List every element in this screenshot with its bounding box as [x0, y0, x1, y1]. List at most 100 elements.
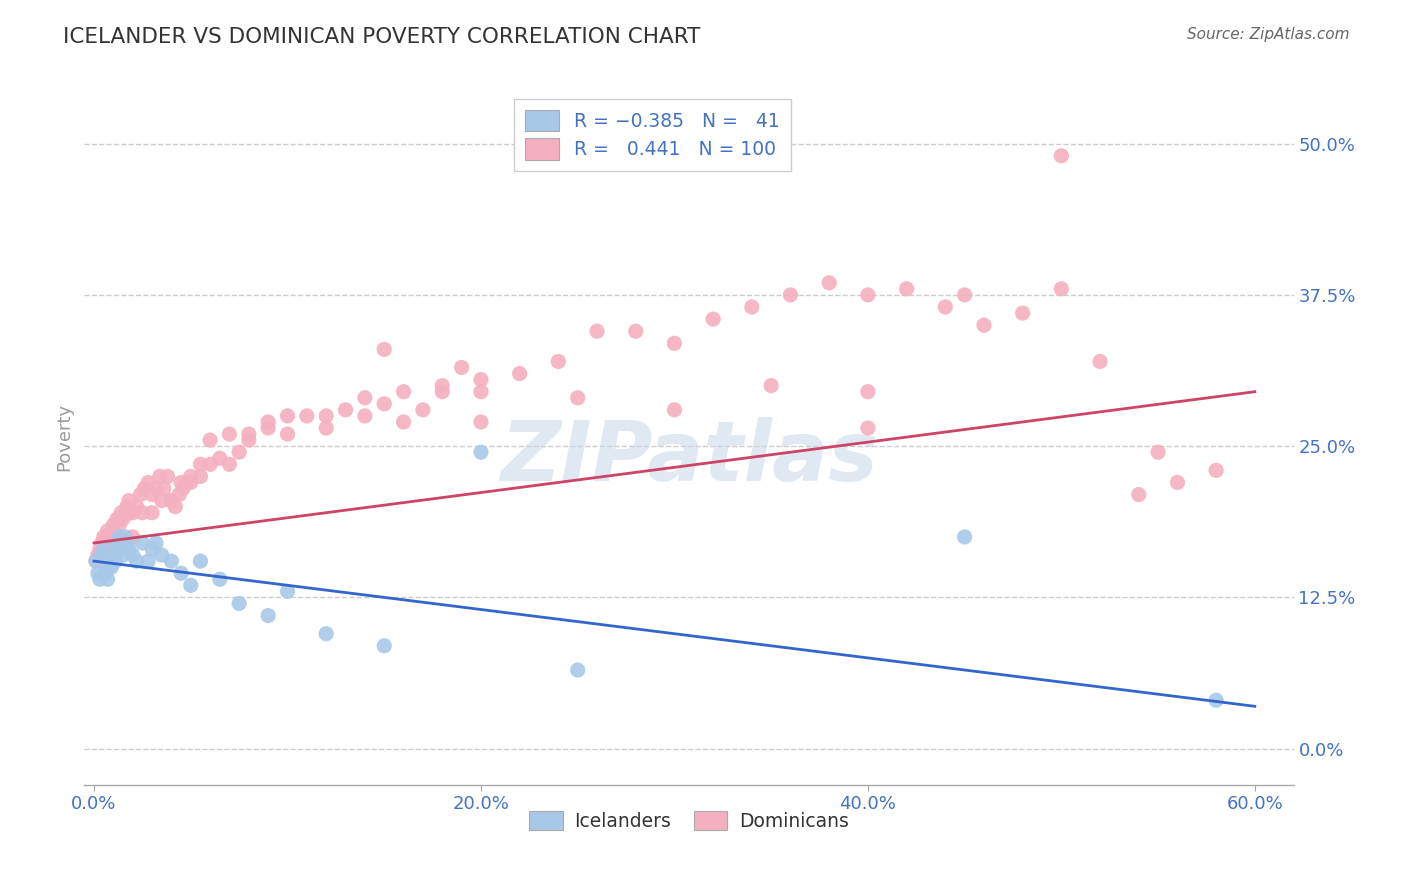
Point	[97, 560, 120, 574]
Point	[373, 639, 395, 653]
Point	[470, 384, 492, 399]
Point	[702, 312, 724, 326]
Point	[114, 506, 136, 520]
Point	[315, 409, 337, 423]
Point	[136, 554, 159, 568]
Point	[276, 584, 298, 599]
Point	[208, 572, 231, 586]
Point	[180, 475, 202, 490]
Point	[104, 554, 127, 568]
Point	[104, 530, 127, 544]
Point	[295, 409, 318, 423]
Text: Source: ZipAtlas.com: Source: ZipAtlas.com	[1187, 27, 1350, 42]
Point	[170, 475, 193, 490]
Point	[1050, 282, 1073, 296]
Point	[432, 378, 454, 392]
Point	[98, 530, 121, 544]
Point	[276, 427, 298, 442]
Point	[105, 512, 128, 526]
Point	[87, 548, 110, 562]
Point	[228, 597, 250, 611]
Point	[84, 554, 107, 568]
Point	[567, 663, 589, 677]
Point	[1147, 445, 1170, 459]
Point	[90, 548, 112, 562]
Point	[509, 367, 531, 381]
Point	[150, 548, 173, 562]
Point	[586, 324, 609, 338]
Point	[100, 560, 122, 574]
Point	[1205, 693, 1227, 707]
Point	[856, 384, 879, 399]
Point	[432, 384, 454, 399]
Point	[125, 500, 148, 514]
Point	[856, 288, 879, 302]
Point	[218, 427, 240, 442]
Point	[176, 475, 198, 490]
Point	[953, 530, 976, 544]
Point	[110, 506, 132, 520]
Point	[257, 421, 280, 435]
Point	[112, 512, 135, 526]
Point	[973, 318, 995, 333]
Point	[165, 500, 187, 514]
Point	[93, 530, 115, 544]
Point	[90, 536, 112, 550]
Point	[172, 482, 194, 496]
Point	[392, 415, 415, 429]
Point	[87, 566, 110, 581]
Point	[856, 421, 879, 435]
Point	[118, 493, 141, 508]
Point	[110, 541, 132, 556]
Point	[141, 506, 163, 520]
Point	[121, 506, 143, 520]
Y-axis label: Poverty: Poverty	[55, 403, 73, 471]
Point	[167, 487, 190, 501]
Point	[131, 536, 153, 550]
Point	[470, 373, 492, 387]
Point	[89, 572, 111, 586]
Point	[759, 378, 782, 392]
Point	[567, 391, 589, 405]
Point	[145, 536, 167, 550]
Point	[1128, 487, 1150, 501]
Point	[1205, 463, 1227, 477]
Point	[150, 493, 173, 508]
Point	[103, 517, 125, 532]
Legend: Icelanders, Dominicans: Icelanders, Dominicans	[522, 804, 856, 838]
Point	[392, 384, 415, 399]
Point	[276, 409, 298, 423]
Point	[156, 469, 179, 483]
Point	[257, 415, 280, 429]
Point	[624, 324, 647, 338]
Point	[170, 566, 193, 581]
Point	[141, 487, 163, 501]
Point	[160, 493, 183, 508]
Point	[97, 524, 120, 538]
Point	[198, 433, 221, 447]
Point	[412, 402, 434, 417]
Point	[208, 451, 231, 466]
Point	[1050, 149, 1073, 163]
Point	[664, 402, 686, 417]
Point	[149, 469, 172, 483]
Point	[141, 541, 163, 556]
Point	[190, 469, 212, 483]
Point	[145, 482, 167, 496]
Point	[103, 548, 125, 562]
Point	[105, 536, 128, 550]
Point	[180, 469, 202, 483]
Point	[121, 530, 143, 544]
Point	[89, 541, 111, 556]
Point	[190, 458, 212, 472]
Point	[121, 548, 143, 562]
Text: ZIPatlas: ZIPatlas	[501, 417, 877, 499]
Point	[238, 433, 260, 447]
Point	[108, 517, 131, 532]
Point	[98, 554, 121, 568]
Point	[134, 482, 156, 496]
Point	[354, 391, 377, 405]
Point	[94, 541, 117, 556]
Point	[84, 554, 107, 568]
Point	[114, 530, 136, 544]
